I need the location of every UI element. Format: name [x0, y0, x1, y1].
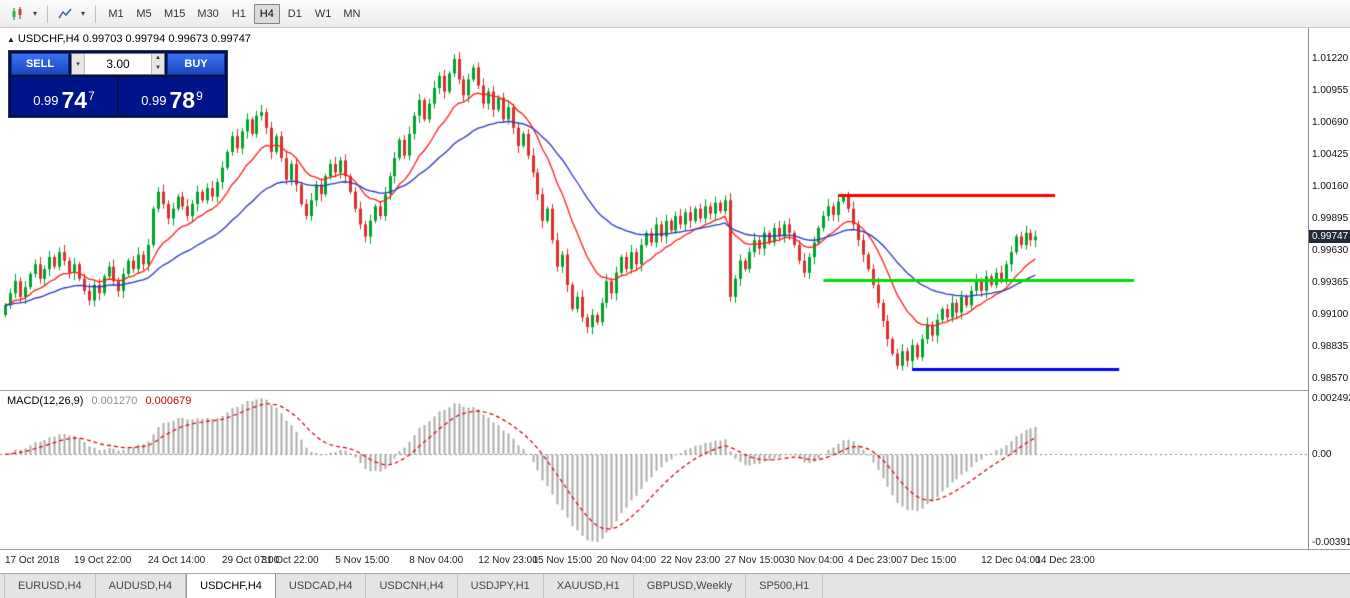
time-axis-label: 5 Nov 15:00 [335, 555, 390, 566]
price-axis-label: 0.98835 [1312, 341, 1349, 352]
macd-indicator-canvas[interactable] [0, 391, 1308, 549]
toolbar-separator [47, 4, 48, 23]
candlestick-chart-icon [10, 6, 25, 21]
timeframe-mn-button[interactable]: MN [343, 7, 361, 20]
volume-increase-button[interactable]: ▲ [155, 55, 161, 61]
volume-control: ▾ ▲ ▼ [71, 53, 165, 75]
current-price-badge: 0.99747 [1309, 229, 1350, 243]
timeframe-w1-button[interactable]: W1 [314, 7, 332, 20]
chevron-down-icon: ▾ [80, 9, 85, 18]
price-axis-label: 0.99365 [1312, 277, 1349, 288]
volume-spinner: ▲ ▼ [151, 54, 164, 74]
time-axis-label: 27 Nov 15:00 [724, 555, 785, 566]
buy-price-point: 9 [196, 89, 203, 103]
timeframe-h1-button[interactable]: H1 [231, 7, 246, 20]
timeframe-d1-button[interactable]: D1 [287, 7, 302, 20]
macd-name: MACD(12,26,9) [7, 395, 84, 407]
buy-button[interactable]: BUY [167, 53, 225, 75]
chart-tab-usdjpy-h1[interactable]: USDJPY,H1 [458, 574, 544, 598]
price-axis-label: 1.00160 [1312, 181, 1349, 192]
price-axis-label: 1.01220 [1312, 53, 1349, 64]
time-axis-label: 17 Oct 2018 [5, 555, 60, 566]
time-axis-label: 22 Nov 23:00 [660, 555, 721, 566]
time-axis-label: 4 Dec 23:00 [848, 555, 902, 566]
time-axis-label: 12 Nov 23:00 [478, 555, 538, 566]
sell-button[interactable]: SELL [11, 53, 69, 75]
sell-price-pips: 74 [61, 87, 88, 113]
macd-label: MACD(12,26,9) 0.001270 0.000679 [7, 395, 191, 407]
chart-tab-usdchf-h4[interactable]: USDCHF,H4 [186, 574, 276, 598]
chart-title-text: USDCHF,H4 0.99703 0.99794 0.99673 0.9974… [17, 33, 251, 45]
time-axis-label: 20 Nov 04:00 [596, 555, 657, 566]
price-axis-label: 0.99895 [1312, 213, 1349, 224]
macd-value: 0.001270 [91, 395, 138, 407]
volume-dropdown-button[interactable]: ▾ [72, 54, 85, 74]
volume-decrease-button[interactable]: ▼ [155, 65, 161, 71]
macd-axis-label: 0.002492 [1312, 393, 1350, 404]
chart-tab-bar: EURUSD,H4 AUDUSD,H4 USDCHF,H4 USDCAD,H4 USDC… [0, 573, 1350, 598]
chart-type-button[interactable] [6, 3, 29, 25]
time-axis-label: 19 Oct 22:00 [74, 555, 132, 566]
chevron-down-icon: ▾ [76, 61, 80, 68]
chart-tab-gbpusd-weekly[interactable]: GBPUSD,Weekly [634, 574, 747, 598]
time-axis[interactable]: 17 Oct 2018 19 Oct 22:00 24 Oct 14:00 29 Oc… [0, 550, 1350, 573]
chart-tab-sp500-h1[interactable]: SP500,H1 [746, 574, 824, 598]
macd-timeaxis-splitter [0, 549, 1350, 550]
chart-tab-usdcnh-h4[interactable]: USDCNH,H4 [366, 574, 458, 598]
chart-tab-audusd-h4[interactable]: AUDUSD,H4 [96, 574, 187, 598]
time-axis-label: 8 Nov 04:00 [409, 555, 464, 566]
sell-price-point: 7 [88, 89, 95, 103]
price-axis-label: 0.99100 [1312, 309, 1349, 320]
price-axis-label: 0.99630 [1312, 245, 1349, 256]
indicator-line-icon [58, 7, 73, 21]
price-axis-label: 0.98570 [1312, 373, 1349, 384]
indicator-list-dropdown[interactable]: ▾ [77, 3, 89, 25]
time-axis-label: 29 Oct 07:00 [221, 555, 280, 566]
timeframe-m15-button[interactable]: M15 [164, 7, 186, 20]
symbol-marker-icon: ▲ [7, 35, 15, 44]
price-axis-label: 1.00690 [1312, 117, 1349, 128]
sell-price-prefix: 0.99 [33, 93, 59, 108]
time-axis-label: 30 Nov 04:00 [783, 555, 844, 566]
price-axis[interactable]: 1.01220 1.00955 1.00690 1.00425 1.00160 0.998… [1308, 28, 1350, 549]
time-axis-label: 7 Dec 15:00 [902, 555, 957, 566]
toolbar-separator [95, 4, 96, 23]
chart-tab-usdcad-h4[interactable]: USDCAD,H4 [276, 574, 367, 598]
timeframe-group: M1 M5 M15 M30 H1 H4 D1 W1 MN [102, 3, 366, 24]
one-click-trading-panel: SELL ▾ ▲ ▼ BUY 0.99 74 7 0.99 78 [8, 50, 228, 118]
buy-price-prefix: 0.99 [141, 93, 167, 108]
indicator-list-button[interactable] [54, 3, 77, 25]
price-axis-label: 1.00955 [1312, 85, 1349, 96]
time-axis-label: 24 Oct 14:00 [147, 555, 206, 566]
macd-axis-label: 0.00 [1312, 449, 1332, 461]
buy-price-pips: 78 [169, 87, 196, 113]
chart-tab-xauusd-h1[interactable]: XAUUSD,H1 [544, 574, 634, 598]
time-axis-label: 12 Dec 04:00 [981, 555, 1041, 566]
chart-title: ▲ USDCHF,H4 0.99703 0.99794 0.99673 0.997… [7, 33, 251, 45]
time-axis-label: 31 Oct 22:00 [261, 555, 319, 566]
timeframe-m1-button[interactable]: M1 [108, 7, 124, 20]
macd-signal-value: 0.000679 [145, 395, 192, 407]
macd-axis-label: -0.003913 [1312, 537, 1350, 548]
chart-macd-splitter[interactable] [0, 390, 1350, 391]
sell-price-display[interactable]: 0.99 74 7 [11, 77, 117, 115]
price-axis-label: 1.00425 [1312, 149, 1349, 160]
timeframe-m30-button[interactable]: M30 [197, 7, 219, 20]
buy-price-display[interactable]: 0.99 78 9 [119, 77, 225, 115]
timeframe-m5-button[interactable]: M5 [136, 7, 152, 20]
main-toolbar: ▾ ▾ M1 M5 M15 M30 H1 H4 D1 W1 MN [0, 0, 1350, 28]
volume-input[interactable] [85, 54, 151, 74]
chevron-down-icon: ▾ [32, 9, 37, 18]
chart-tab-eurusd-h4[interactable]: EURUSD,H4 [4, 574, 96, 598]
time-axis-label: 15 Nov 15:00 [532, 555, 593, 566]
time-axis-label: 14 Dec 23:00 [1035, 555, 1095, 566]
chart-type-dropdown[interactable]: ▾ [29, 3, 41, 25]
timeframe-h4-button[interactable]: H4 [253, 3, 280, 24]
